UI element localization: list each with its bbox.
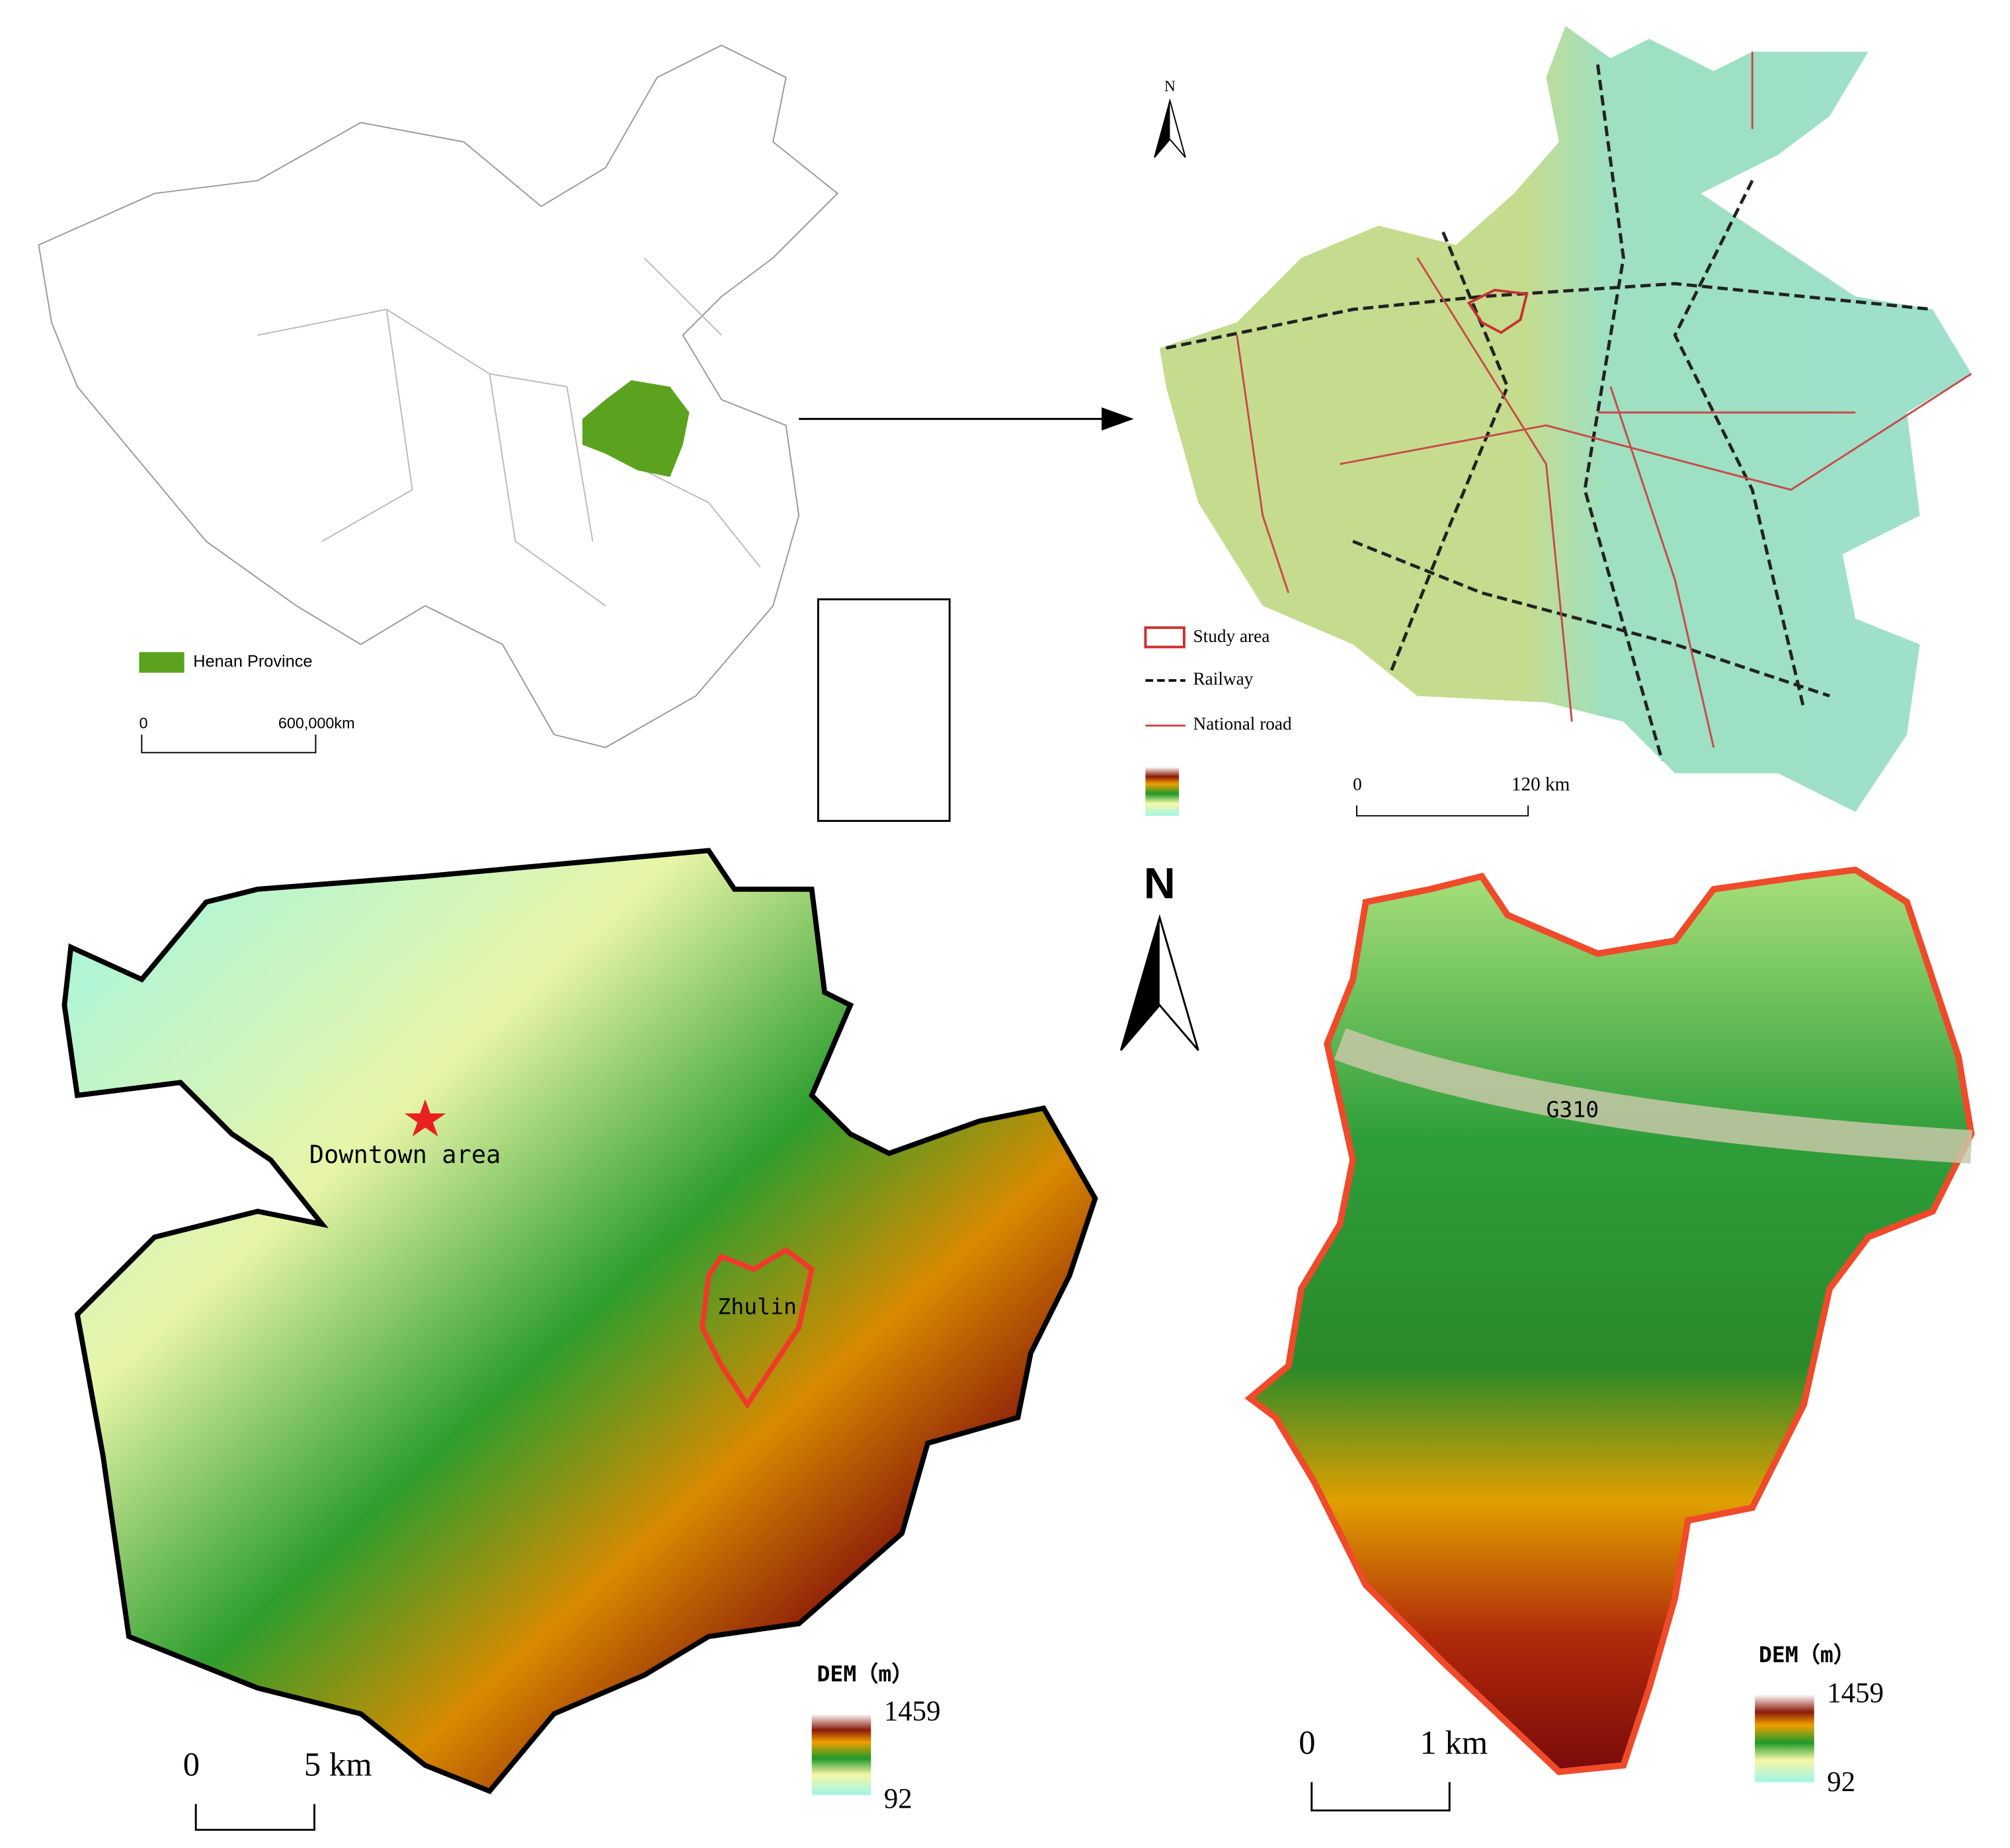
city-panel: Downtown area Zhulin DEM（m） 1459 92 0 5 … [61, 848, 1098, 1831]
dem-bar [1755, 1694, 1814, 1783]
scale-end: 5 km [304, 1746, 372, 1783]
legend-swatch [139, 652, 184, 673]
g310-road [1334, 1028, 1973, 1164]
downtown-label: Downtown area [309, 1141, 501, 1169]
scale-end: 1 km [1420, 1724, 1488, 1761]
elev-max: 1459 [884, 1696, 941, 1727]
north-label: N [1144, 859, 1176, 908]
scale-end: 120 km [1511, 774, 1570, 795]
province-borders [257, 257, 761, 606]
railways [1166, 64, 1933, 761]
study-area-outline [1467, 288, 1529, 335]
dem-bar [811, 1714, 871, 1795]
road-label: G310 [1546, 1097, 1599, 1123]
elevation-bar [1145, 766, 1180, 816]
elev-max: 1459 [1827, 1678, 1884, 1709]
north-arrow-fill [1121, 917, 1160, 1051]
henan-highlight [582, 380, 690, 477]
legend-title: DEM（m） [1759, 1642, 1855, 1667]
scale-start: 0 [1299, 1724, 1315, 1761]
legend-title: DEM（m） [817, 1661, 913, 1687]
elev-min: 92 [1827, 1767, 1855, 1798]
north-arrow-fill [1154, 100, 1170, 158]
scale-bar [141, 735, 317, 754]
scale-start: 0 [139, 715, 147, 732]
henan-map [1159, 26, 1972, 812]
scale-bar [1310, 1782, 1451, 1812]
china-panel: Henan Province 0 600,000km [38, 44, 1134, 823]
china-outline [38, 44, 839, 748]
henan-panel: N Study area Railway National road 0 120… [1144, 26, 1972, 817]
north-label: N [1164, 78, 1176, 95]
legend-label: Henan Province [193, 653, 312, 671]
national-roads [1236, 52, 1972, 748]
scale-start: 0 [1353, 774, 1362, 794]
zhulin-outline [700, 1246, 815, 1410]
legend-study-area: Study area [1193, 626, 1270, 646]
scale-end: 600,000km [278, 715, 355, 732]
legend-study-area-swatch [1144, 626, 1186, 649]
downtown-star [404, 1099, 446, 1137]
inset-frame [817, 598, 951, 823]
city-dem-map [61, 848, 1098, 1794]
elev-min: 92 [884, 1783, 912, 1814]
zhulin-label: Zhulin [717, 1294, 797, 1320]
site-dem-map [1244, 866, 1975, 1775]
legend-railway: Railway [1193, 668, 1254, 688]
scale-bar [1356, 805, 1529, 817]
arrow-head [1102, 407, 1134, 431]
scale-start: 0 [183, 1746, 200, 1783]
legend-road: National road [1193, 714, 1293, 734]
scale-bar [194, 1804, 315, 1831]
site-panel: N G310 DEM（m） 1459 92 0 1 km [1119, 859, 1975, 1812]
